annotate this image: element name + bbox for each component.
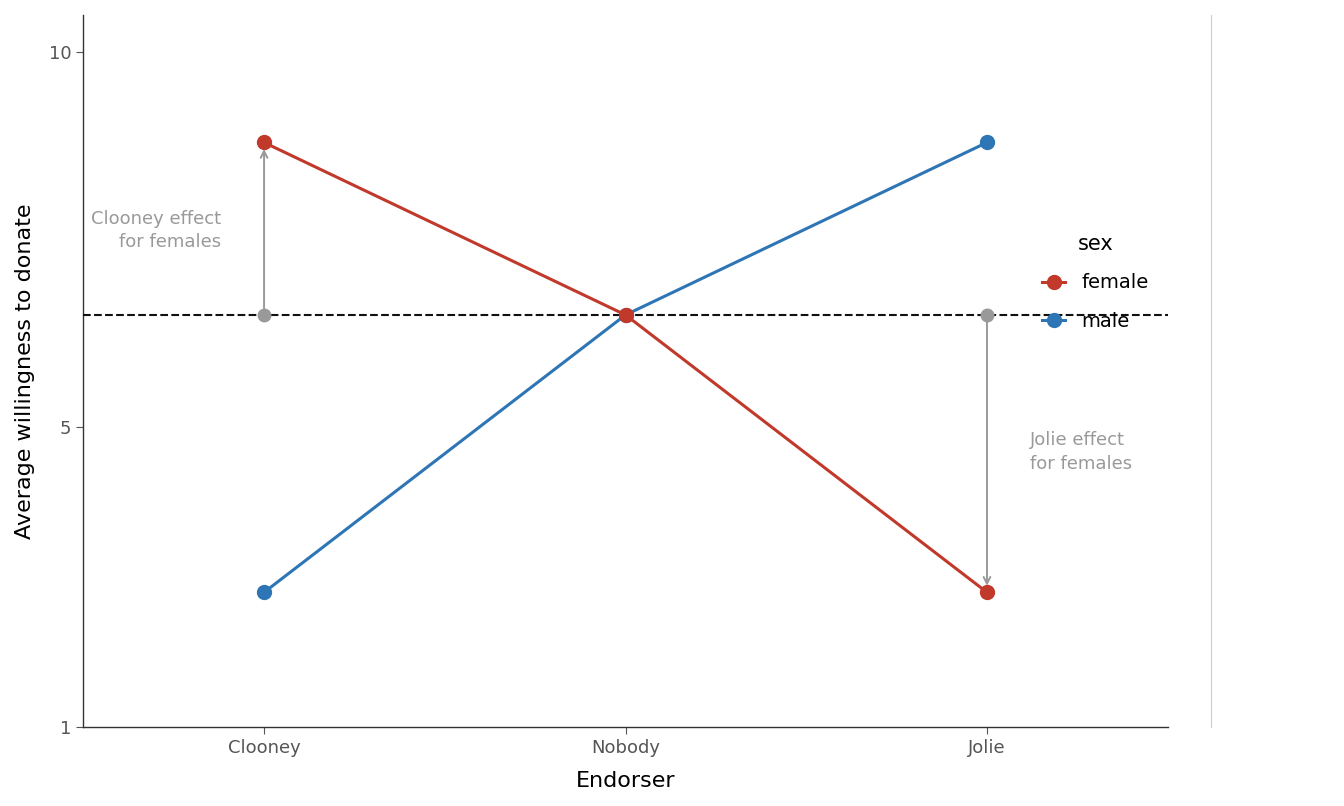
Text: Jolie effect
for females: Jolie effect for females xyxy=(1031,431,1133,472)
Text: Clooney effect
for females: Clooney effect for females xyxy=(90,210,220,251)
X-axis label: Endorser: Endorser xyxy=(575,771,675,791)
Y-axis label: Average willingness to donate: Average willingness to donate xyxy=(15,203,35,539)
Legend: female, male: female, male xyxy=(1032,224,1159,340)
